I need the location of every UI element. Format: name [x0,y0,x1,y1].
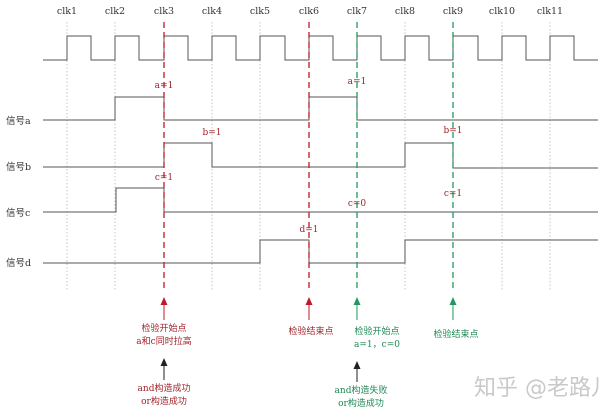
marker-d1: d=1 [299,225,318,235]
clock-label: clk3 [154,6,174,17]
marker-c1: c=1 [155,173,173,183]
signal-d-label: 信号d [6,257,31,269]
signal-b-label: 信号b [6,161,31,173]
clock-label: clk6 [299,6,319,17]
signal-c-label: 信号c [6,207,30,219]
marker-b1: b=1 [443,126,462,136]
signal-b-waveform [43,142,598,169]
arrow-up-icon [353,361,361,382]
marker-c0: c=0 [348,199,367,209]
arrow-up-icon [305,297,313,320]
marker-b1: b=1 [202,128,221,138]
clock-label: clk7 [347,6,367,17]
clock-label: clk10 [489,6,515,17]
check2-start-label: 检验开始点 [354,325,399,337]
check1-start-desc: a和c同时拉高 [136,335,191,347]
check-line-green [356,22,454,290]
arrow-up-icon [160,297,168,320]
check2-result-or: or构造成功 [338,397,384,409]
marker-a1: a=1 [348,77,367,87]
marker-a1: a=1 [155,81,174,91]
check1-start-label: 检验开始点 [141,322,186,334]
clock-label: clk1 [57,6,77,17]
check-line-red [163,22,310,290]
arrow-up-icon [449,297,457,320]
clock-label: clk2 [105,6,125,17]
signal-c-waveform [43,187,598,213]
check1-end-label: 检验结束点 [288,325,333,337]
check2-result-and: and构造失败 [335,384,388,396]
clock-label: clk4 [202,6,222,17]
check1-result-or: or构造成功 [141,395,187,407]
clock-label: clk9 [443,6,463,17]
clock-labels: clk1 clk2 clk3 clk4 clk5 clk6 clk7 clk8 … [57,6,563,17]
clock-label: clk8 [395,6,415,17]
watermark: 知乎 @老路儿 [474,376,600,401]
arrow-up-icon [160,358,168,380]
check2-end-label: 检验结束点 [433,328,478,340]
signal-a-waveform [43,96,598,121]
check1-result-and: and构造成功 [138,382,191,394]
check2-start-desc: a=1，c=0 [354,340,400,350]
clock-waveform [43,35,598,61]
clock-label: clk5 [250,6,270,17]
arrow-up-icon [353,297,361,320]
signal-d-waveform [43,239,598,264]
clock-label: clk11 [537,6,563,17]
marker-c1: c=1 [444,189,462,199]
signal-a-label: 信号a [6,115,31,127]
